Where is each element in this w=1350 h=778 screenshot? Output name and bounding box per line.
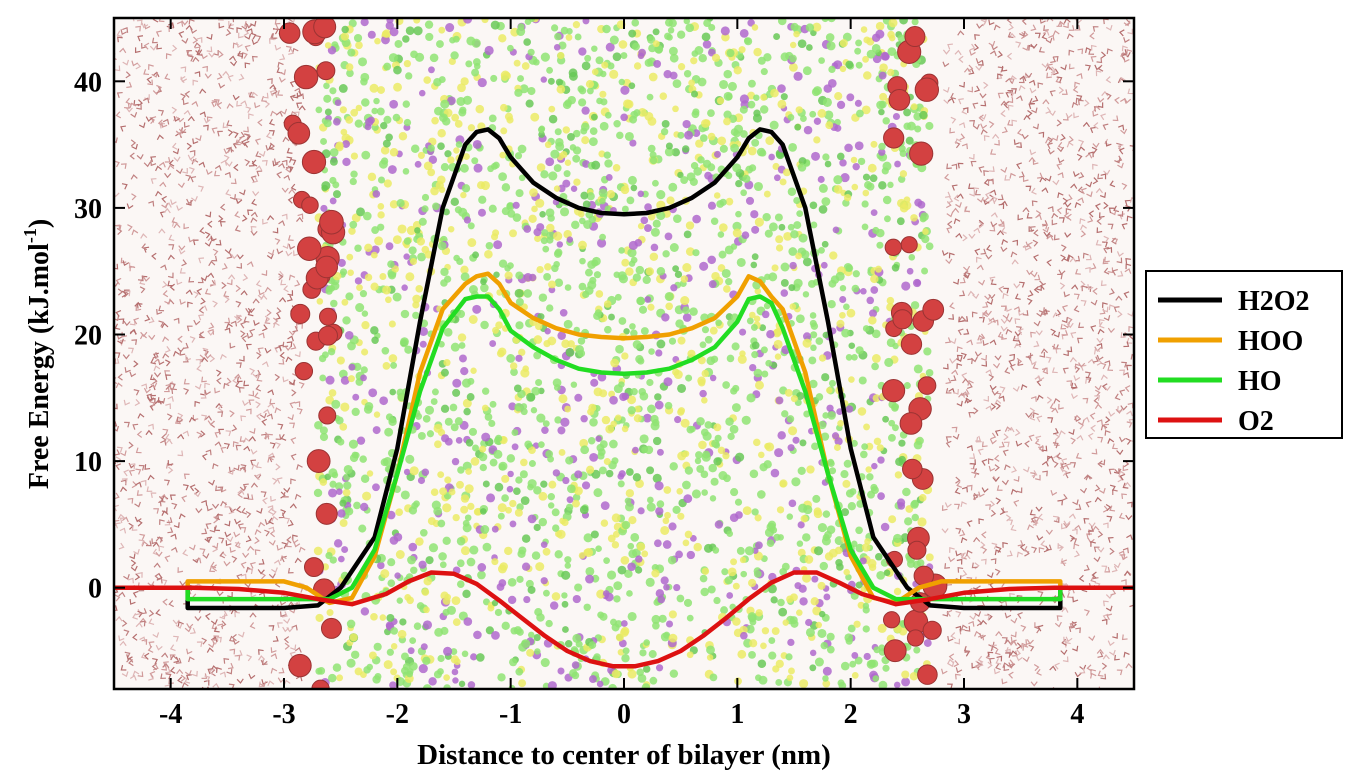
legend: H2O2 HOO HO O2 <box>1145 270 1343 439</box>
x-tick-label: -2 <box>386 699 409 730</box>
legend-items: H2O2 HOO HO O2 <box>1158 286 1310 437</box>
y-axis-label-sup: -1 <box>20 228 40 243</box>
y-axis-label-close: ) <box>24 219 55 228</box>
series-line-ho <box>114 294 1134 602</box>
x-tick-label: -1 <box>499 699 522 730</box>
y-tick-label: 40 <box>74 67 102 98</box>
simulation-background <box>114 18 1134 689</box>
series-line-h2o2 <box>114 127 1134 611</box>
y-tick-label: 10 <box>74 447 102 478</box>
x-tick-label: -4 <box>159 699 182 730</box>
y-tick-label: 0 <box>88 574 102 605</box>
x-tick-label: -3 <box>272 699 295 730</box>
series-line-o2 <box>114 570 1134 669</box>
x-tick-label: 1 <box>730 699 744 730</box>
lipid-atoms <box>313 18 934 689</box>
y-tick-label: 30 <box>74 194 102 225</box>
legend-label-h2o2: H2O2 <box>1238 286 1310 317</box>
y-axis-label-main: Free Energy (kJ.mol <box>24 243 55 489</box>
x-tick-label: 4 <box>1070 699 1084 730</box>
y-tick-label: 20 <box>74 321 102 352</box>
x-tick-label: 3 <box>957 699 971 730</box>
water-molecules <box>114 18 1134 689</box>
x-axis-label: Distance to center of bilayer (nm) <box>417 739 831 771</box>
legend-label-hoo: HOO <box>1238 326 1303 357</box>
headgroup-spheres <box>278 18 948 689</box>
x-tick-label: 2 <box>844 699 858 730</box>
x-tick-label: 0 <box>617 699 631 730</box>
legend-label-o2: O2 <box>1238 406 1274 437</box>
legend-label-ho: HO <box>1238 366 1282 397</box>
y-axis-label: Free Energy (kJ.mol-1) <box>20 219 55 489</box>
series-layer <box>114 127 1134 669</box>
